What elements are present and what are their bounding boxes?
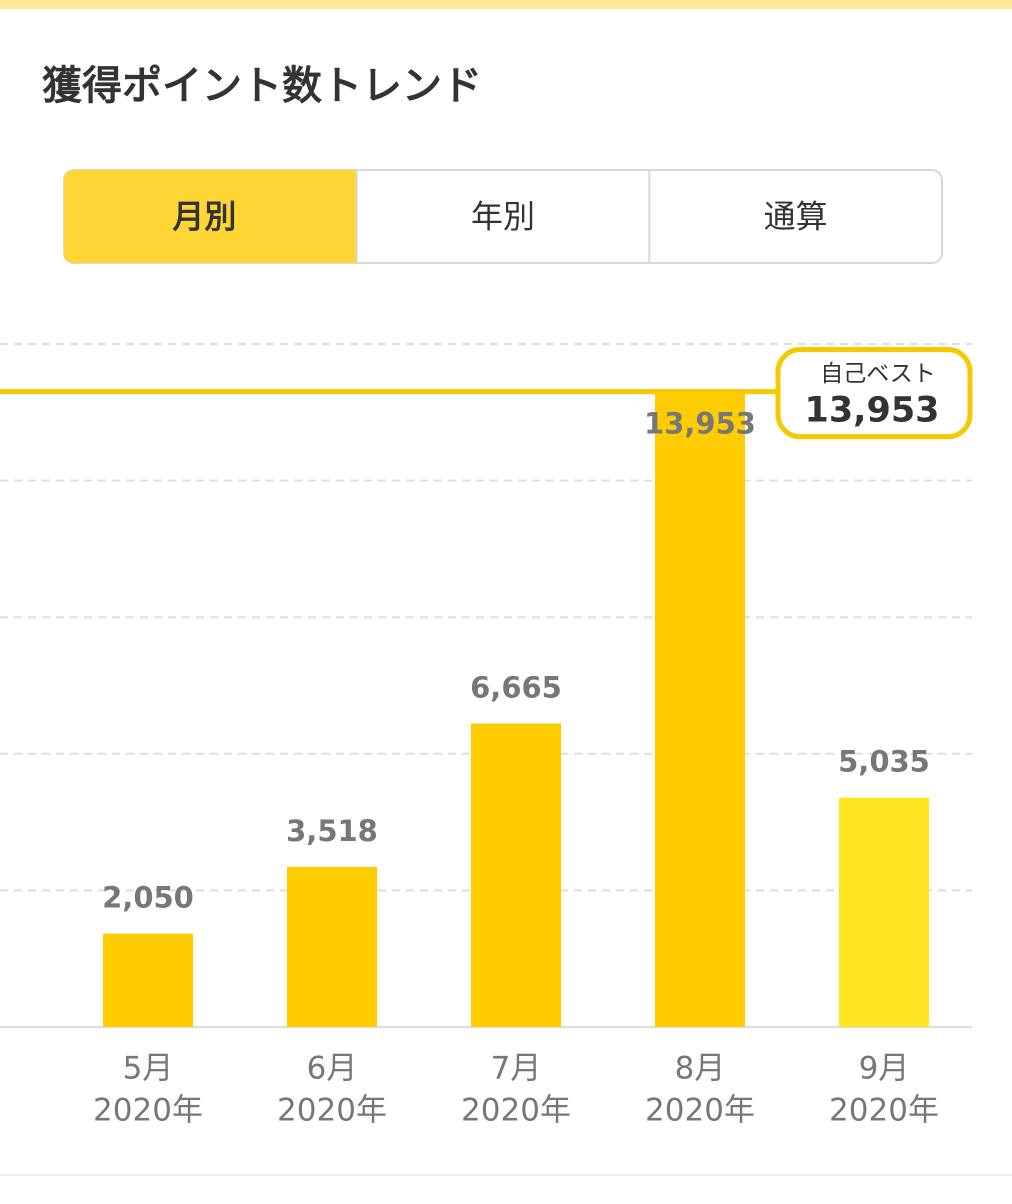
x-tick-label: 9月	[859, 1051, 910, 1087]
tab-bar: 月別 年別 通算	[63, 169, 943, 264]
tab-label[interactable]: 通算	[764, 198, 828, 236]
tab-label[interactable]: 月別	[172, 198, 236, 236]
x-tick-label: 5月	[123, 1051, 174, 1087]
x-tick-sublabel: 2020年	[277, 1093, 387, 1129]
x-tick-sublabel: 2020年	[461, 1093, 571, 1129]
bar	[655, 391, 745, 1027]
chart: 2,050 5月 2020年 3,518 6月 2020年 6,665 7月 2020年 13,9…	[0, 343, 973, 1129]
best-badge-label: 自己ベスト	[820, 361, 935, 387]
x-tick-sublabel: 2020年	[93, 1093, 203, 1129]
bar	[103, 933, 193, 1027]
x-tick-label: 6月	[307, 1051, 358, 1087]
bar	[287, 866, 377, 1027]
top-strip	[0, 0, 1012, 9]
value-label: 3,518	[286, 814, 378, 848]
value-label: 6,665	[470, 671, 562, 705]
bar	[471, 723, 561, 1027]
x-tick-label: 7月	[491, 1051, 542, 1087]
value-label: 5,035	[838, 745, 930, 779]
page-title: 獲得ポイント数トレンド	[42, 63, 482, 109]
tab-label[interactable]: 年別	[471, 198, 535, 236]
tab-selected-bg	[64, 170, 357, 263]
value-label: 13,953	[644, 407, 756, 441]
best-badge-value: 13,953	[804, 391, 939, 431]
x-tick-sublabel: 2020年	[645, 1093, 755, 1129]
value-label: 2,050	[102, 881, 194, 915]
best-badge	[775, 347, 973, 440]
x-tick-label: 8月	[675, 1051, 726, 1087]
bar	[839, 797, 929, 1027]
x-tick-sublabel: 2020年	[829, 1093, 939, 1129]
